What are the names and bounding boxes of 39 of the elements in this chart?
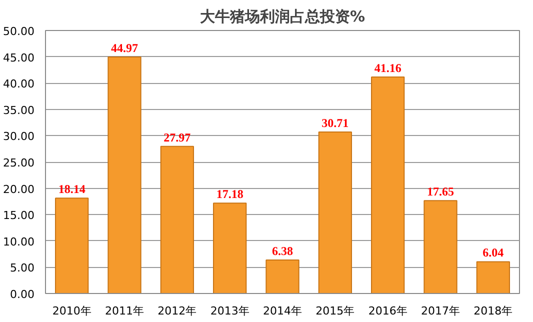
chart-title: 大牛猪场利润占总投资% bbox=[200, 8, 366, 26]
bar bbox=[371, 76, 405, 294]
bar bbox=[318, 131, 352, 294]
bar bbox=[266, 259, 300, 294]
y-tick-label: 45.00 bbox=[3, 51, 35, 64]
bar bbox=[55, 198, 89, 294]
x-tick-label: 2010年 bbox=[52, 304, 92, 318]
data-label: 44.97 bbox=[111, 40, 138, 55]
data-label: 30.71 bbox=[322, 116, 349, 130]
bar bbox=[424, 200, 458, 294]
data-label: 17.18 bbox=[216, 187, 244, 202]
bar bbox=[108, 56, 142, 294]
y-tick-label: 50.00 bbox=[3, 25, 35, 38]
data-label: 18.14 bbox=[58, 182, 86, 196]
x-tick-label: 2012年 bbox=[158, 304, 197, 318]
data-label: 6.04 bbox=[482, 246, 504, 260]
data-label: 17.65 bbox=[427, 184, 454, 199]
data-label: 27.97 bbox=[164, 130, 191, 144]
x-tick-label: 2017年 bbox=[421, 304, 460, 318]
x-tick-label: 2016年 bbox=[368, 304, 408, 318]
bar bbox=[476, 261, 510, 294]
x-tick-label: 2018年 bbox=[474, 304, 513, 318]
y-tick-label: 20.00 bbox=[3, 182, 35, 196]
bar bbox=[213, 202, 247, 294]
y-tick-label: 40.00 bbox=[3, 78, 35, 91]
data-label: 41.16 bbox=[374, 61, 402, 75]
y-tick-label: 10.00 bbox=[3, 235, 35, 248]
y-tick-label: 25.00 bbox=[3, 156, 35, 170]
bar bbox=[160, 146, 194, 294]
x-tick-label: 2013年 bbox=[210, 304, 250, 318]
x-tick-label: 2015年 bbox=[316, 304, 355, 318]
y-tick-label: 15.00 bbox=[3, 209, 35, 222]
x-tick-label: 2014年 bbox=[263, 304, 302, 318]
data-label: 6.38 bbox=[272, 244, 293, 258]
y-tick-label: 5.00 bbox=[10, 262, 35, 275]
y-tick-label: 30.00 bbox=[3, 130, 35, 144]
y-tick-label: 35.00 bbox=[3, 104, 35, 117]
y-tick-label: 0.00 bbox=[10, 288, 35, 301]
x-tick-label: 2011年 bbox=[105, 304, 144, 318]
